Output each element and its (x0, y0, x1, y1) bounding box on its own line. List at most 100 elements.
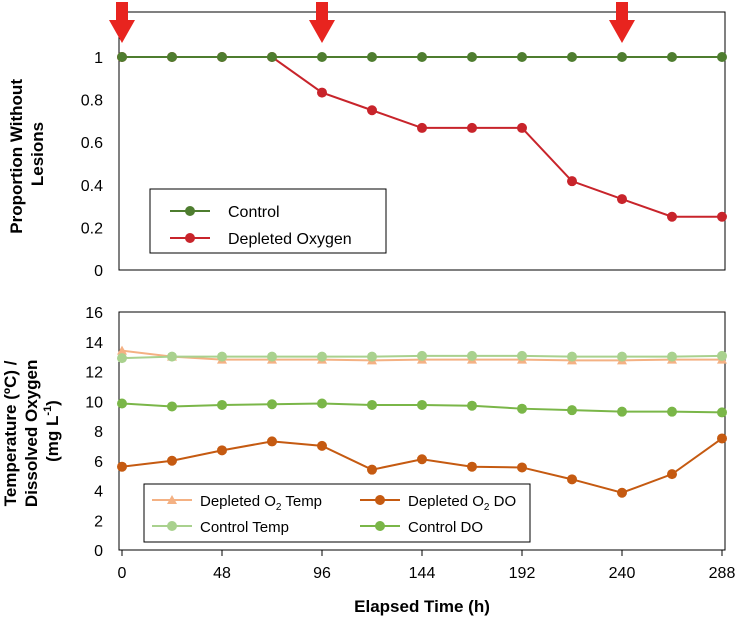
bottom-data-point (617, 487, 627, 498)
bottom-y-axis-label: Temperature (ºC) / Dissolved Oxygen (mg … (1, 355, 62, 507)
top-data-point (417, 52, 427, 62)
x-tick-label: 288 (709, 565, 736, 582)
bottom-y-tick-label: 6 (94, 454, 103, 471)
treatment-arrow (609, 2, 635, 43)
bottom-data-point (667, 469, 677, 480)
x-tick-label: 48 (213, 565, 231, 582)
top-data-point (317, 87, 327, 98)
bottom-data-point (117, 353, 127, 364)
bottom-data-point (267, 399, 277, 410)
x-tick-label: 192 (509, 565, 536, 582)
top-data-point (317, 52, 327, 62)
bottom-y-axis-label-line1: Temperature (ºC) / (1, 360, 20, 506)
bottom-series (117, 345, 727, 498)
bottom-data-point (217, 445, 227, 456)
bottom-y-axis-label-line3: (mg L-1) (42, 400, 62, 462)
bottom-data-point (567, 405, 577, 416)
x-tick-label: 96 (313, 565, 331, 582)
bottom-y-tick-label: 4 (94, 484, 103, 501)
bottom-data-point (167, 401, 177, 412)
top-data-point (117, 52, 127, 62)
bottom-y-axis-label-line2: Dissolved Oxygen (22, 360, 41, 507)
bottom-data-point (717, 407, 727, 418)
bottom-data-point (617, 406, 627, 417)
bottom-data-point (267, 351, 277, 362)
top-data-point (667, 211, 677, 222)
top-data-point (517, 122, 527, 133)
bottom-y-axis-label-unit-end: ) (43, 400, 62, 406)
bottom-data-point (317, 440, 327, 451)
top-data-point (567, 176, 577, 187)
top-data-point (617, 52, 627, 62)
top-data-point (717, 52, 727, 62)
bottom-y-axis-label-unit: (mg L (43, 416, 62, 462)
x-tick-label: 240 (609, 565, 636, 582)
bottom-data-point (417, 454, 427, 465)
bottom-legend-label: Control Temp (200, 519, 289, 536)
bottom-y-tick-label: 0 (94, 543, 103, 560)
bottom-data-point (417, 399, 427, 410)
bottom-data-point (117, 398, 127, 409)
top-y-axis-label-line2: Lesions (28, 122, 47, 186)
top-y-tick-label: 0.4 (81, 178, 103, 195)
bottom-data-point (167, 455, 177, 466)
bottom-data-point (517, 350, 527, 361)
top-legend-label: Depleted Oxygen (228, 231, 352, 248)
bottom-data-point (717, 350, 727, 361)
bottom-legend: Depleted O2 Temp Depleted O2 DO Control Te… (143, 483, 531, 543)
top-data-point (667, 52, 677, 62)
bottom-y-axis-label-unit-sup: -1 (42, 406, 54, 416)
top-data-point (617, 194, 627, 205)
bottom-data-point (467, 400, 477, 411)
bottom-y-tick-label: 16 (85, 305, 103, 322)
top-data-point (417, 122, 427, 133)
top-y-tick-label: 1 (94, 50, 103, 67)
bottom-data-point (267, 436, 277, 447)
top-data-point (567, 52, 577, 62)
top-series (117, 52, 727, 222)
bottom-legend-box (143, 483, 531, 543)
top-data-point (467, 122, 477, 133)
treatment-arrow (109, 2, 135, 43)
bottom-legend-marker (375, 521, 385, 531)
top-y-tick-label: 0.8 (81, 93, 103, 110)
top-legend: Control Depleted Oxygen (149, 188, 387, 254)
bottom-y-tick-label: 2 (94, 513, 103, 530)
bottom-data-point (167, 351, 177, 362)
bottom-data-point (367, 464, 377, 475)
bottom-data-point (667, 351, 677, 362)
bottom-data-point (517, 403, 527, 414)
top-data-point (267, 52, 277, 62)
bottom-data-point (417, 350, 427, 361)
top-legend-marker (185, 233, 195, 243)
x-axis-label: Elapsed Time (h) (354, 597, 490, 616)
bottom-data-point (717, 433, 727, 444)
top-data-point (367, 52, 377, 62)
x-tick-label: 0 (118, 565, 127, 582)
bottom-data-point (567, 474, 577, 485)
bottom-data-point (317, 398, 327, 409)
bottom-data-point (467, 461, 477, 472)
top-data-point (467, 52, 477, 62)
bottom-data-point (367, 399, 377, 410)
bottom-legend-marker (167, 521, 177, 531)
bottom-y-tick-label: 12 (85, 365, 103, 382)
bottom-y-tick-label: 10 (85, 394, 103, 411)
bottom-data-point (217, 399, 227, 410)
treatment-arrow (309, 2, 335, 43)
bottom-y-tick-label: 14 (85, 335, 103, 352)
top-y-axis: 0 0.2 0.4 0.6 0.8 1 (81, 50, 103, 280)
bottom-legend-label: Control DO (408, 519, 483, 536)
top-y-tick-label: 0.2 (81, 220, 103, 237)
bottom-y-tick-label: 8 (94, 424, 103, 441)
top-y-axis-label-line1: Proportion Without (7, 79, 26, 234)
bottom-legend-label: Depleted O2 Temp (200, 493, 322, 513)
top-legend-label: Control (228, 204, 280, 221)
top-data-point (717, 211, 727, 222)
top-data-point (367, 105, 377, 116)
bottom-data-point (467, 350, 477, 361)
bottom-legend-marker (375, 495, 385, 505)
top-data-point (517, 52, 527, 62)
x-tick-label: 144 (409, 565, 436, 582)
